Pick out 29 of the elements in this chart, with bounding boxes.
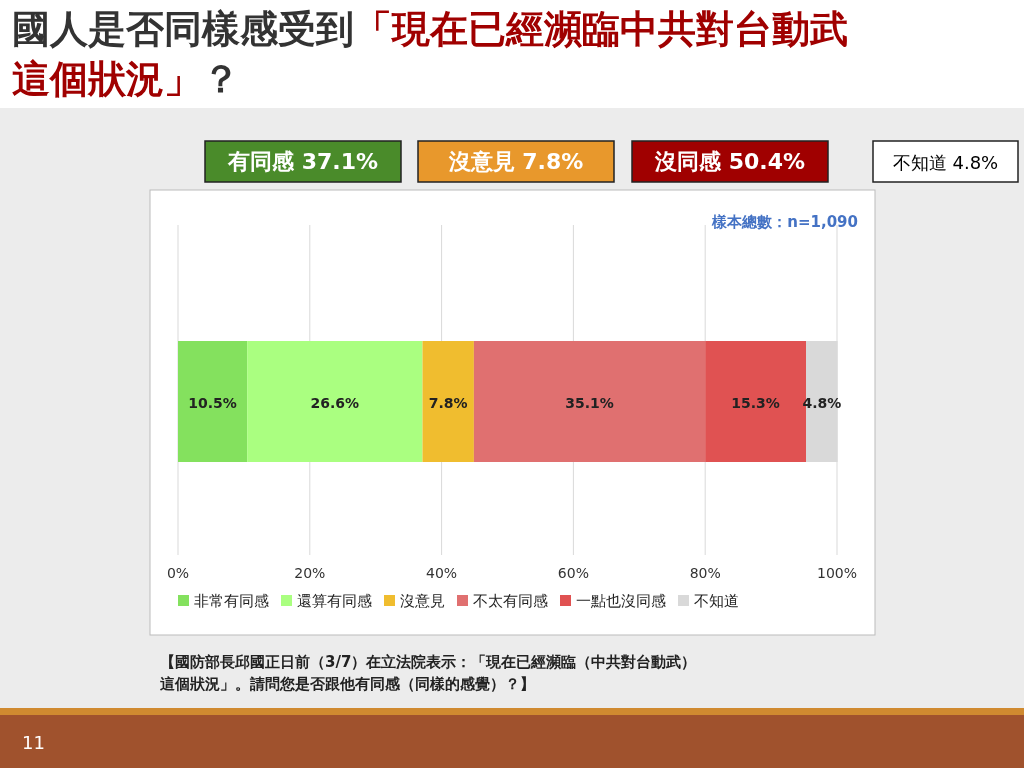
text: 沒同感 50.4% xyxy=(654,149,805,174)
legend-label: 不太有同感 xyxy=(473,592,548,610)
x-tick-label: 40% xyxy=(426,565,458,581)
x-tick-label: 20% xyxy=(294,565,326,581)
text: 35.1% xyxy=(565,394,614,411)
chart-title: 國人是否同樣感受到「現在已經瀕臨中共對台動武這個狀況」？ xyxy=(12,7,848,101)
legend-label: 非常有同感 xyxy=(194,592,269,610)
legend-label: 還算有同感 xyxy=(297,592,372,610)
x-tick-label: 100% xyxy=(816,565,858,581)
text: 15.3% xyxy=(731,394,780,411)
text: 沒意見 7.8% xyxy=(447,149,584,174)
x-tick-label: 80% xyxy=(689,565,721,581)
annotation: 樣本總數：n=1,090 xyxy=(711,213,858,231)
text: 有同感 37.1% xyxy=(227,149,378,174)
bar xyxy=(178,341,248,462)
legend-label: 沒意見 xyxy=(400,592,445,610)
x-tick-label: 60% xyxy=(557,565,589,581)
text: 7.8% xyxy=(428,394,468,411)
text: 【國防部長邱國正日前（3/7）在立法院表示：「現在已經瀕臨（中共對台動武）這個狀況」。請問您是否跟他有同感（同樣的感覺）？】 xyxy=(159,653,697,693)
legend-label: 不知道 xyxy=(694,592,739,610)
legend-label: 一點也沒同感 xyxy=(576,592,666,610)
bar xyxy=(247,341,423,462)
text: 10.5% xyxy=(188,394,237,411)
bar xyxy=(422,341,474,462)
text: 26.6% xyxy=(310,394,360,411)
text: 11 xyxy=(22,732,45,753)
x-tick-label: 0% xyxy=(166,565,190,581)
text: 不知道 4.8% xyxy=(892,152,999,173)
bar xyxy=(473,341,706,462)
